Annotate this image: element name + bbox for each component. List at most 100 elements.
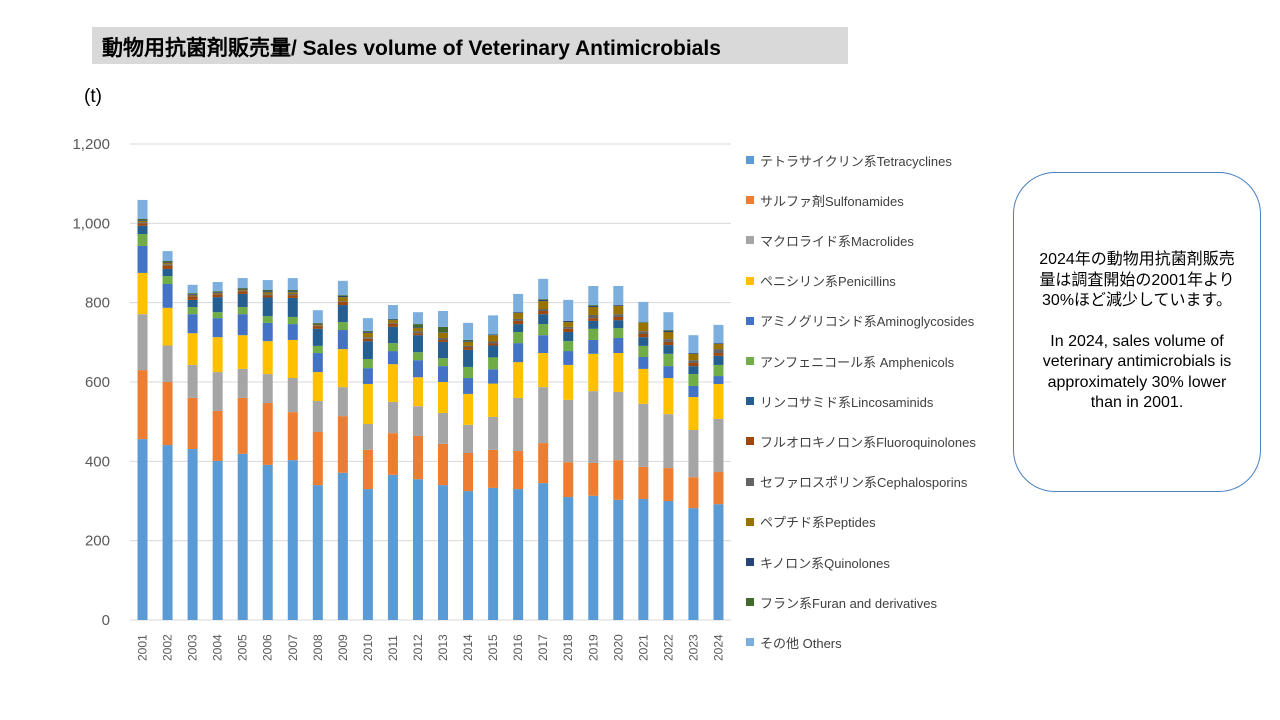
bar-segment	[312, 310, 323, 323]
bar-segment	[463, 366, 474, 379]
bar-segment	[513, 362, 524, 398]
legend-swatch	[746, 357, 754, 365]
legend-swatch	[746, 236, 754, 245]
bar-segment	[287, 289, 298, 292]
bar-segment	[312, 324, 323, 326]
bar-segment	[438, 310, 449, 327]
bar-segment	[713, 353, 724, 356]
bar-segment	[137, 234, 148, 246]
bar-segment	[638, 334, 649, 338]
bar-segment	[588, 391, 599, 463]
x-tick-label: 2014	[461, 634, 475, 661]
bar-segment	[162, 251, 173, 262]
bar-segment	[412, 328, 423, 332]
bar-segment	[287, 460, 298, 620]
bar-segment	[488, 369, 499, 384]
bar-segment	[337, 416, 348, 473]
bar-segment	[212, 282, 223, 292]
bar-segment	[387, 322, 398, 324]
bar-segment	[387, 433, 398, 475]
bar-segment	[412, 333, 423, 336]
bar-segment	[337, 295, 348, 298]
bar-segment	[237, 278, 248, 288]
bar-segment	[312, 345, 323, 354]
bar-segment	[438, 485, 449, 620]
legend-label: アミノグリコシド系Aminoglycosides	[760, 314, 975, 330]
bar-segment	[162, 345, 173, 382]
bar-segment	[688, 353, 699, 361]
bar-segment	[613, 305, 624, 306]
bar-segment	[588, 462, 599, 496]
legend-label: リンコサミド系Lincosaminids	[760, 394, 934, 410]
chart-title: 動物用抗菌剤販売量/ Sales volume of Veterinary An…	[102, 37, 721, 60]
bar-segment	[513, 312, 524, 313]
bar-segment	[312, 485, 323, 620]
bar-segment	[262, 294, 273, 296]
bar-segment	[513, 489, 524, 620]
bar-segment	[538, 301, 549, 310]
bar-segment	[412, 335, 423, 353]
legend-item: キノロン系Quinolones	[746, 553, 890, 571]
bar-segment	[588, 353, 599, 392]
legend-swatch	[746, 598, 754, 607]
bar-segment	[312, 353, 323, 373]
bar-segment	[513, 397, 524, 452]
bar-segment	[563, 332, 574, 342]
bar-segment	[588, 328, 599, 340]
bar-segment	[212, 291, 223, 292]
bar-segment	[237, 291, 248, 294]
bar-segment	[162, 265, 173, 269]
bar-segment	[663, 501, 674, 620]
bar-segment	[563, 341, 574, 352]
bar-segment	[312, 325, 323, 327]
bar-segment	[287, 297, 298, 317]
bar-segment	[412, 352, 423, 361]
legend-item: アミノグリコシド系Aminoglycosides	[746, 312, 974, 330]
bar-segment	[412, 435, 423, 480]
callout-box: 2024年の動物用抗菌剤販売量は調査開始の2001年より30%ほど減少しています…	[1013, 172, 1261, 492]
legend-item: セファロスポリン系Cephalosporins	[746, 473, 967, 491]
bar-segment	[488, 357, 499, 370]
bar-segment	[613, 460, 624, 500]
bar-segment	[362, 341, 373, 359]
bar-segment	[488, 334, 499, 336]
legend-swatch	[746, 156, 754, 164]
bar-segment	[162, 276, 173, 285]
y-tick-label: 1,000	[72, 215, 110, 232]
bar-segment	[513, 318, 524, 321]
bar-segment	[638, 301, 649, 323]
x-tick-label: 2013	[436, 634, 450, 661]
x-tick-label: 2019	[586, 634, 600, 661]
bar-segment	[688, 397, 699, 430]
legend-item: その他 Others	[746, 633, 842, 651]
legend-label: キノロン系Quinolones	[760, 555, 890, 571]
bar-segment	[688, 429, 699, 478]
bar-segment	[412, 377, 423, 407]
legend-swatch	[746, 276, 754, 285]
bar-segment	[337, 280, 348, 296]
bar-segment	[513, 451, 524, 490]
bar-segment	[362, 358, 373, 369]
bar-segment	[412, 312, 423, 325]
bar-segment	[387, 474, 398, 620]
x-tick-label: 2010	[361, 634, 375, 661]
x-tick-label: 2024	[711, 634, 725, 661]
bar-segment	[488, 383, 499, 417]
bar-segment	[563, 322, 574, 327]
bar-segment	[187, 299, 198, 308]
bar-segment	[563, 326, 574, 329]
bar-segment	[212, 293, 223, 295]
bar-segment	[713, 364, 724, 377]
bar-segment	[638, 337, 649, 346]
bar-segment	[237, 288, 248, 290]
bar-segment	[187, 295, 198, 297]
bar-segment	[663, 339, 674, 342]
legend-swatch	[746, 558, 754, 566]
bar-segment	[438, 443, 449, 486]
bar-segment	[337, 301, 348, 302]
bar-segment	[312, 328, 323, 346]
callout-text-jp: 2024年の動物用抗菌剤販売量は調査開始の2001年より30%ほど減少しています…	[1039, 251, 1235, 310]
bar-segment	[312, 322, 323, 324]
bar-segment	[137, 314, 148, 371]
bar-segment	[187, 293, 198, 295]
